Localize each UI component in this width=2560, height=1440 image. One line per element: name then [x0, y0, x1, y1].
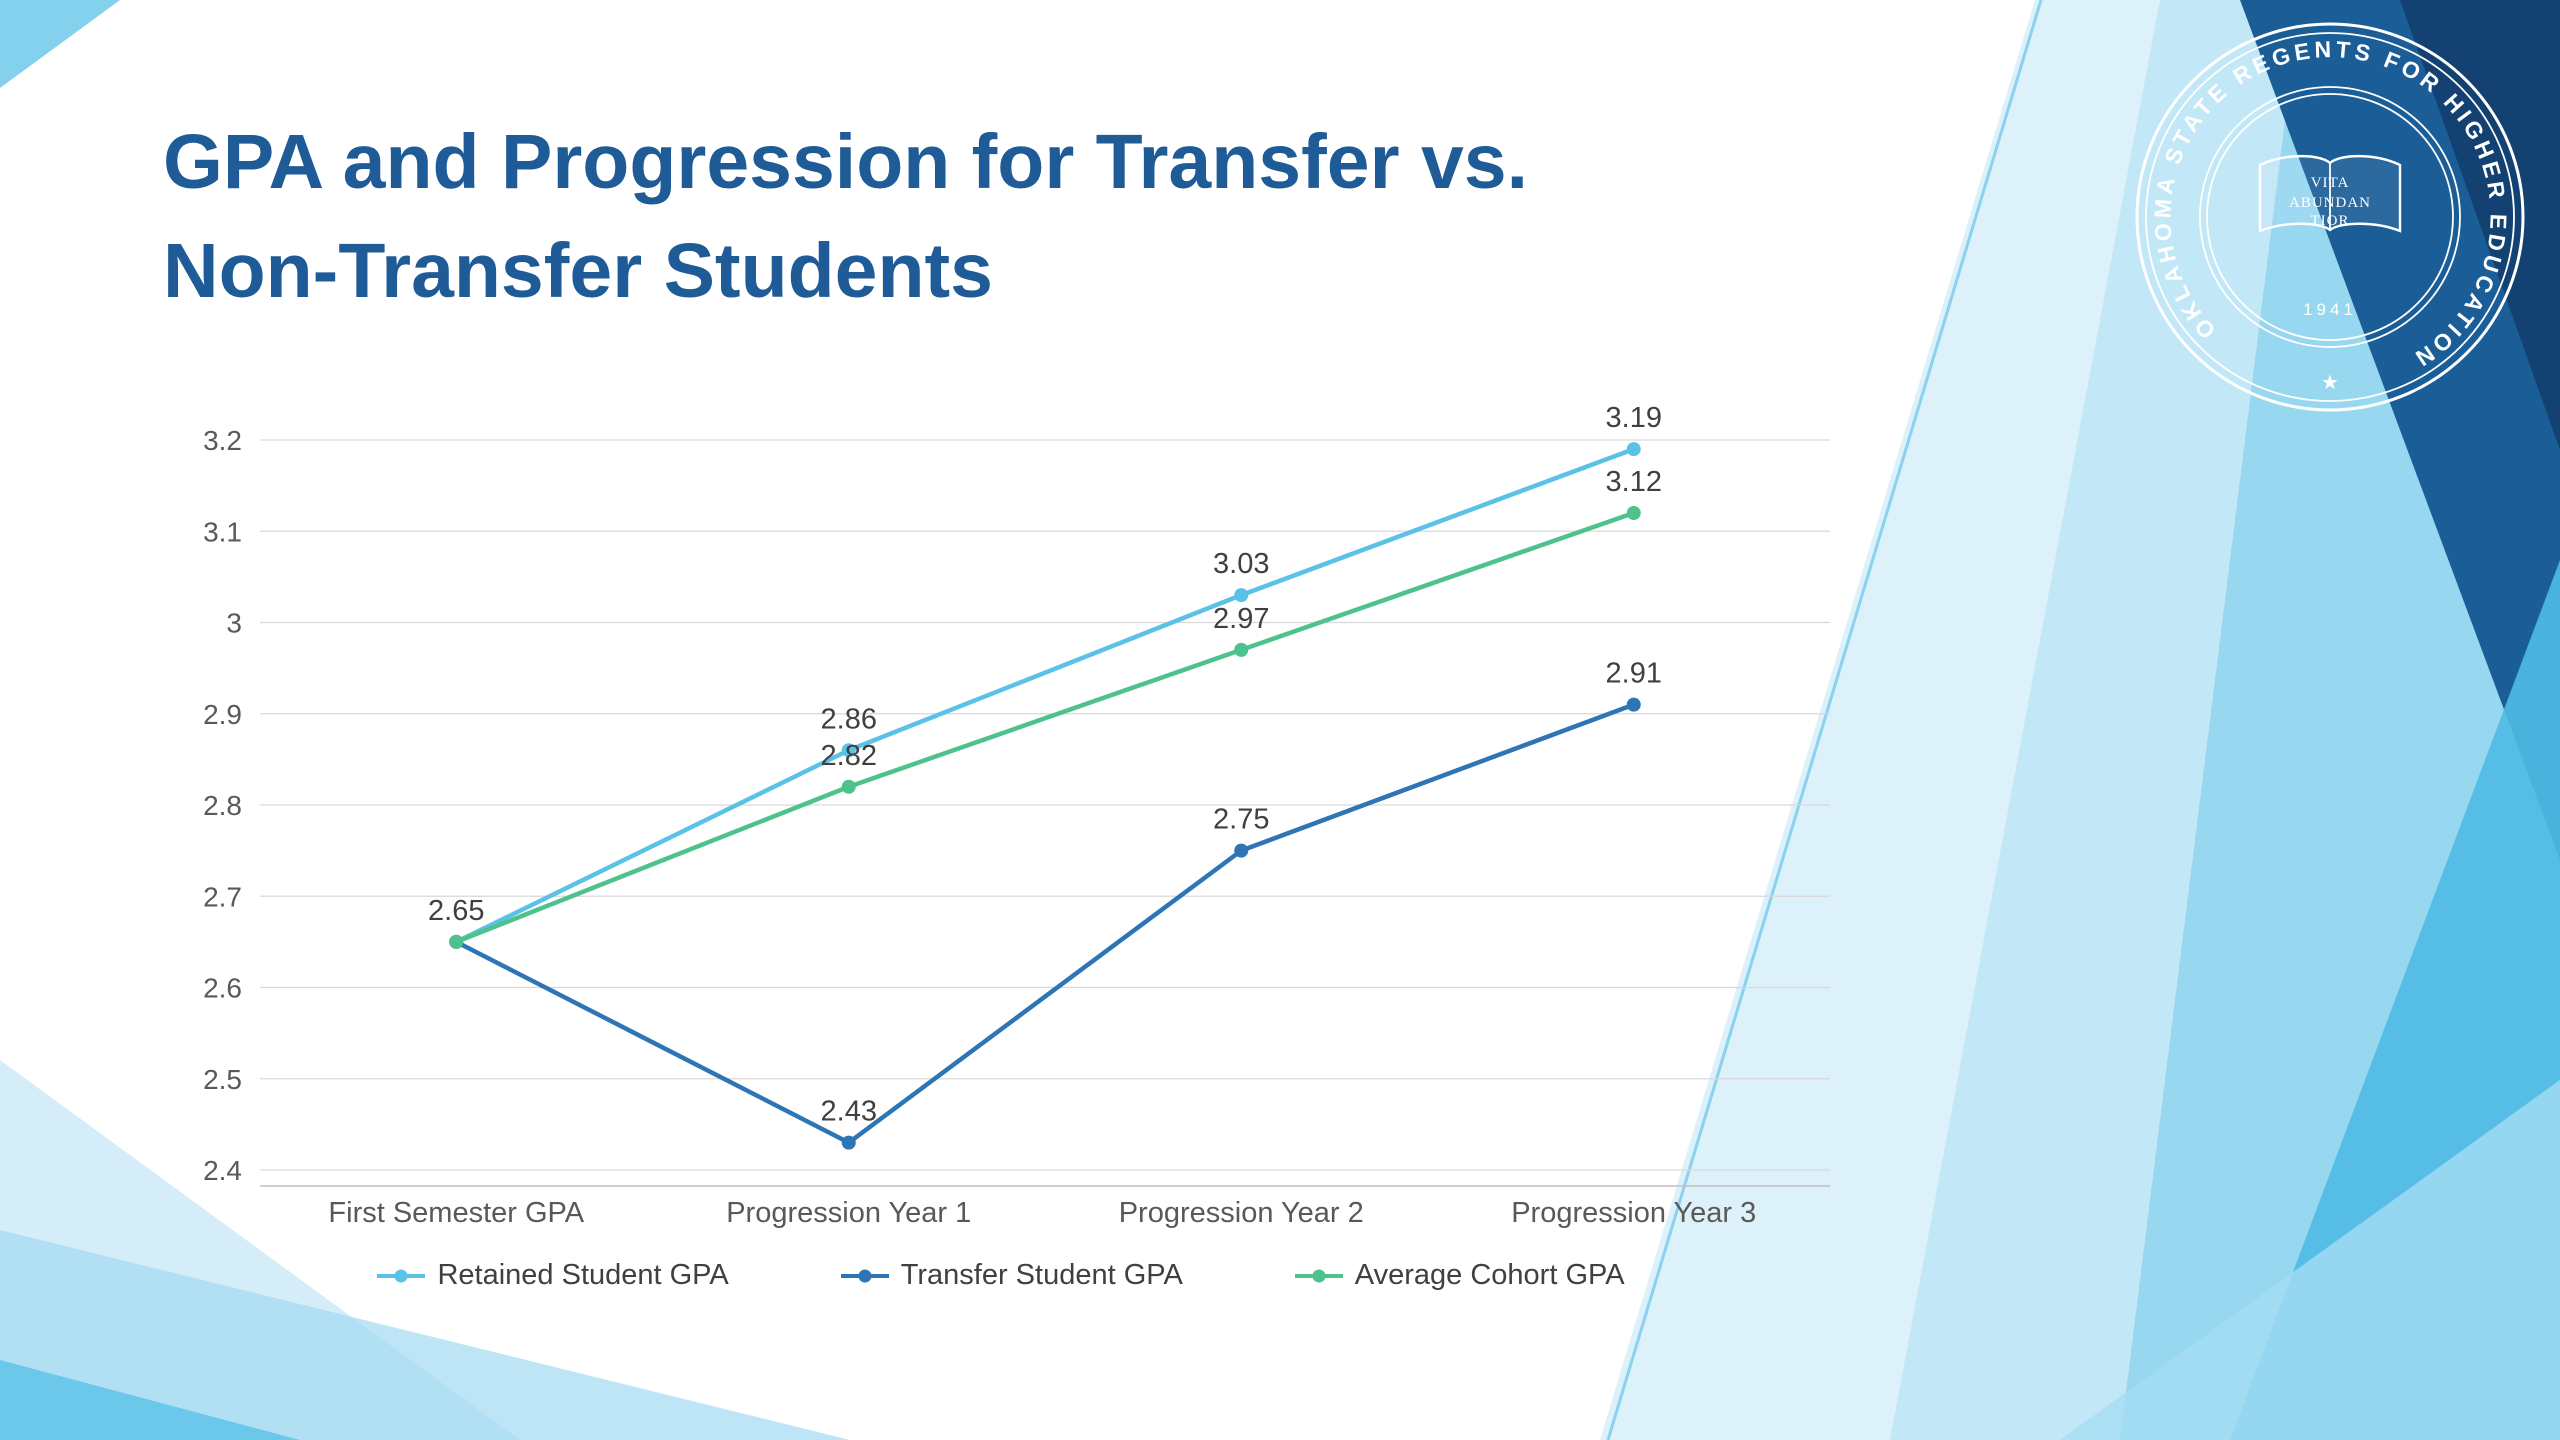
data-point: [841, 1135, 856, 1150]
series-line: [454, 446, 1636, 945]
x-axis-category-label: Progression Year 3: [1511, 1197, 1756, 1229]
x-axis-category-label: Progression Year 2: [1119, 1197, 1364, 1229]
legend-marker-dot: [394, 1269, 408, 1282]
legend-item: Transfer Student GPA: [839, 1259, 1183, 1292]
decor-triangle-top-left: [0, 0, 120, 88]
legend-label: Transfer Student GPA: [900, 1259, 1183, 1291]
legend-label: Retained Student GPA: [437, 1259, 729, 1291]
y-axis-tick-label: 2.8: [203, 790, 242, 821]
data-label: 2.43: [821, 1096, 877, 1128]
y-axis-tick-label: 2.5: [203, 1064, 242, 1095]
data-label: 3.12: [1606, 466, 1662, 498]
chart-legend: Retained Student GPA Transfer Student GPA…: [140, 1259, 1860, 1292]
slide-title: GPA and Progression for Transfer vs. Non…: [163, 119, 1528, 315]
legend-marker-icon: [377, 1269, 426, 1282]
legend-item: Retained Student GPA: [375, 1259, 729, 1292]
y-axis-tick-label: 2.4: [203, 1155, 242, 1186]
x-axis-category-label: Progression Year 1: [726, 1197, 971, 1229]
data-label: 2.97: [1213, 603, 1269, 635]
data-point: [1234, 843, 1249, 858]
y-axis-tick-label: 2.9: [203, 699, 242, 730]
series-line: [454, 510, 1636, 945]
data-label: 2.82: [821, 740, 877, 772]
chart-plot-area: 2.4 2.5 2.6 2.7 2.8 2.9 3 3.1 3.2 First Semester …: [203, 402, 1830, 1229]
legend-marker-icon: [840, 1269, 889, 1282]
data-point: [1626, 506, 1641, 520]
y-axis-tick-label: 2.6: [203, 973, 242, 1004]
data-point: [1234, 588, 1249, 603]
legend-marker-dot: [858, 1269, 872, 1282]
data-point: [1234, 642, 1249, 657]
legend-item: Average Cohort GPA: [1293, 1259, 1625, 1292]
data-label: 2.65: [428, 895, 484, 927]
y-axis-tick-label: 3.2: [203, 425, 242, 456]
seal-motto-line-3: TIOR: [2311, 213, 2350, 229]
seal-motto-line-1: VITA: [2311, 175, 2350, 191]
data-point: [841, 743, 856, 758]
data-label: 2.91: [1606, 658, 1662, 690]
x-axis-category-label: First Semester GPA: [328, 1197, 584, 1229]
seal-year: 1941: [2303, 300, 2357, 319]
data-point: [1626, 697, 1641, 712]
data-label: 2.75: [1213, 804, 1269, 836]
legend-marker-icon: [1294, 1269, 1343, 1282]
regents-seal: OKLAHOMA STATE REGENTS FOR HIGHER EDUCAT…: [2135, 22, 2525, 412]
data-label: 3.19: [1606, 402, 1662, 434]
seal-star-icon: ★: [2321, 372, 2339, 394]
legend-marker-dot: [1312, 1269, 1326, 1282]
series-line: [454, 702, 1636, 1145]
legend-label: Average Cohort GPA: [1354, 1259, 1625, 1291]
y-axis-tick-label: 2.7: [203, 881, 242, 912]
decor-triangle-bottom-left-bright: [0, 1360, 300, 1440]
data-point: [449, 934, 464, 949]
data-label: 2.86: [821, 703, 877, 735]
gpa-progression-chart: 2.4 2.5 2.6 2.7 2.8 2.9 3 3.1 3.2 First Semester …: [140, 390, 1860, 1292]
data-point: [1626, 442, 1641, 457]
decor-triangle-bottom-right: [2060, 1080, 2560, 1440]
decor-triangle-bright: [2230, 560, 2560, 1440]
seal-motto-line-2: ABUNDAN: [2289, 195, 2371, 211]
y-axis-tick-label: 3: [226, 608, 242, 639]
data-label: 3.03: [1213, 548, 1269, 580]
data-point: [841, 779, 856, 794]
y-axis-tick-label: 3.1: [203, 516, 242, 547]
